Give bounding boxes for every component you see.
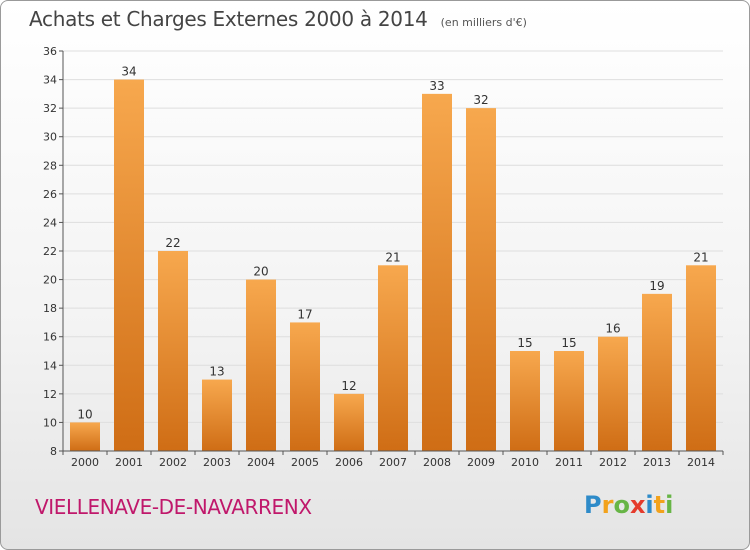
proxiti-logo: Proxiti (584, 491, 673, 519)
y-tick-label: 36 (43, 45, 57, 58)
logo-letter: r (601, 491, 614, 519)
bar-value-label: 22 (165, 236, 180, 250)
chart-title: Achats et Charges Externes 2000 à 2014 (29, 7, 428, 31)
logo-letter: P (584, 491, 602, 519)
bar-value-label: 13 (209, 365, 224, 379)
y-tick-label: 28 (43, 159, 57, 172)
x-tick-label: 2004 (247, 456, 275, 469)
y-tick-label: 32 (43, 102, 57, 115)
x-tick-label: 2005 (291, 456, 319, 469)
bar (510, 351, 540, 451)
bar (334, 393, 364, 451)
x-tick-label: 2003 (203, 456, 231, 469)
logo-letter: i (665, 491, 674, 519)
axis-layer: 8 10 12 14 16 18 20 22 24 26 28 30 32 34 36 2000 2001 200… (43, 45, 724, 469)
bar-value-label: 10 (77, 407, 92, 421)
bar (422, 93, 452, 451)
x-tick-label: 2009 (467, 456, 495, 469)
x-tick-label: 2008 (423, 456, 451, 469)
bar (686, 265, 716, 451)
bar-value-label: 15 (561, 336, 576, 350)
x-tick-label: 2001 (115, 456, 143, 469)
y-tick-label: 14 (43, 359, 57, 372)
bar-value-label: 33 (429, 79, 444, 93)
bar (158, 251, 188, 451)
bar-value-label: 16 (605, 322, 620, 336)
logo-letter: o (613, 491, 630, 519)
x-tick-label: 2006 (335, 456, 363, 469)
x-tick-label: 2002 (159, 456, 187, 469)
logo-letter: i (645, 491, 654, 519)
bar-value-label: 21 (693, 250, 708, 264)
y-tick-label: 16 (43, 331, 57, 344)
y-tick-label: 34 (43, 74, 57, 87)
y-tick-label: 12 (43, 388, 57, 401)
y-tick-label: 30 (43, 131, 57, 144)
x-tick-label: 2013 (643, 456, 671, 469)
bar-value-label: 19 (649, 279, 664, 293)
x-tick-label: 2012 (599, 456, 627, 469)
bar-value-label: 34 (121, 65, 136, 79)
y-tick-label: 8 (50, 445, 57, 458)
bar-value-label: 15 (517, 336, 532, 350)
y-tick-label: 18 (43, 302, 57, 315)
bar-value-label: 17 (297, 307, 312, 321)
y-tick-label: 20 (43, 274, 57, 287)
y-tick-label: 24 (43, 216, 57, 229)
bar-value-label: 20 (253, 265, 268, 279)
y-tick-label: 22 (43, 245, 57, 258)
town-name: VIELLENAVE-DE-NAVARRENX (35, 495, 312, 519)
x-tick-label: 2011 (555, 456, 583, 469)
bar (466, 108, 496, 452)
y-tick-label: 26 (43, 188, 57, 201)
bar (642, 293, 672, 451)
title-row: Achats et Charges Externes 2000 à 2014 (… (29, 7, 527, 31)
bar (290, 322, 320, 451)
chart-unit: (en milliers d'€) (440, 16, 527, 29)
bar-value-label: 21 (385, 250, 400, 264)
bar-value-label: 12 (341, 379, 356, 393)
bar-value-label: 32 (473, 93, 488, 107)
logo-letter: x (629, 491, 646, 519)
bar (114, 79, 144, 452)
bar (70, 422, 100, 451)
bar (246, 279, 276, 451)
bar (598, 336, 628, 451)
bar (378, 265, 408, 451)
x-tick-label: 2010 (511, 456, 539, 469)
y-tick-label: 10 (43, 416, 57, 429)
bar (554, 351, 584, 451)
x-tick-label: 2000 (71, 456, 99, 469)
bars-layer: 10 34 22 13 20 17 12 21 33 32 15 15 16 19 21 (70, 65, 716, 452)
x-tick-label: 2014 (687, 456, 715, 469)
x-tick-label: 2007 (379, 456, 407, 469)
bar (202, 379, 232, 451)
logo-letter: t (653, 491, 666, 519)
